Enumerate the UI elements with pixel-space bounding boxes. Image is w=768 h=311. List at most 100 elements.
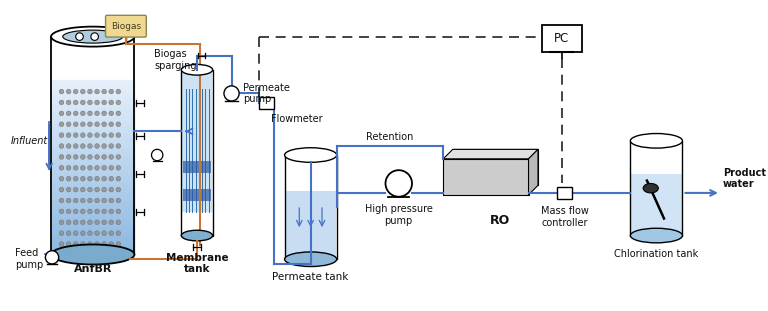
Circle shape: [74, 155, 78, 159]
Circle shape: [109, 187, 114, 192]
Circle shape: [102, 209, 107, 214]
Circle shape: [88, 187, 92, 192]
Circle shape: [102, 220, 107, 225]
Circle shape: [109, 100, 114, 105]
Polygon shape: [443, 149, 538, 159]
Circle shape: [66, 122, 71, 127]
Circle shape: [109, 133, 114, 137]
Polygon shape: [528, 149, 538, 195]
Text: Biogas
sparging: Biogas sparging: [154, 49, 197, 71]
Circle shape: [88, 100, 92, 105]
Circle shape: [59, 198, 64, 203]
Circle shape: [88, 144, 92, 148]
Text: Permeate
pump: Permeate pump: [243, 83, 290, 104]
Circle shape: [66, 198, 71, 203]
Ellipse shape: [51, 27, 134, 47]
Circle shape: [45, 251, 58, 264]
Circle shape: [151, 149, 163, 161]
Circle shape: [94, 242, 99, 246]
Circle shape: [116, 122, 121, 127]
Circle shape: [88, 165, 92, 170]
Circle shape: [94, 133, 99, 137]
Circle shape: [94, 209, 99, 214]
Circle shape: [94, 155, 99, 159]
Circle shape: [88, 111, 92, 116]
Circle shape: [88, 89, 92, 94]
Circle shape: [116, 220, 121, 225]
Circle shape: [74, 242, 78, 246]
Circle shape: [94, 187, 99, 192]
Circle shape: [116, 144, 121, 148]
Circle shape: [59, 231, 64, 235]
Circle shape: [66, 165, 71, 170]
Text: High pressure
pump: High pressure pump: [365, 204, 432, 226]
Text: Influent: Influent: [10, 136, 48, 146]
Circle shape: [109, 231, 114, 235]
Circle shape: [81, 209, 85, 214]
Circle shape: [88, 155, 92, 159]
Circle shape: [386, 170, 412, 197]
Circle shape: [109, 198, 114, 203]
FancyBboxPatch shape: [631, 141, 683, 235]
Circle shape: [66, 144, 71, 148]
FancyBboxPatch shape: [51, 37, 134, 254]
FancyBboxPatch shape: [181, 70, 213, 235]
Circle shape: [88, 122, 92, 127]
Ellipse shape: [285, 148, 336, 162]
Circle shape: [81, 220, 85, 225]
Circle shape: [102, 111, 107, 116]
Circle shape: [81, 89, 85, 94]
Circle shape: [94, 231, 99, 235]
Circle shape: [94, 89, 99, 94]
FancyBboxPatch shape: [453, 149, 538, 185]
Circle shape: [81, 144, 85, 148]
Circle shape: [116, 231, 121, 235]
FancyBboxPatch shape: [541, 25, 581, 52]
Circle shape: [74, 144, 78, 148]
FancyBboxPatch shape: [631, 174, 681, 234]
Circle shape: [59, 144, 64, 148]
Circle shape: [74, 209, 78, 214]
Ellipse shape: [181, 64, 213, 75]
Circle shape: [102, 122, 107, 127]
Circle shape: [116, 198, 121, 203]
Circle shape: [81, 122, 85, 127]
Ellipse shape: [285, 252, 336, 267]
Ellipse shape: [181, 230, 213, 241]
Circle shape: [66, 209, 71, 214]
Circle shape: [81, 242, 85, 246]
Circle shape: [59, 209, 64, 214]
Circle shape: [74, 176, 78, 181]
Circle shape: [116, 176, 121, 181]
Circle shape: [59, 242, 64, 246]
Circle shape: [102, 176, 107, 181]
Circle shape: [102, 187, 107, 192]
Circle shape: [102, 144, 107, 148]
FancyBboxPatch shape: [184, 189, 210, 201]
Circle shape: [116, 209, 121, 214]
Circle shape: [102, 198, 107, 203]
Circle shape: [66, 89, 71, 94]
Circle shape: [66, 220, 71, 225]
Circle shape: [81, 133, 85, 137]
Circle shape: [66, 133, 71, 137]
Circle shape: [76, 33, 83, 40]
Circle shape: [59, 220, 64, 225]
Circle shape: [74, 100, 78, 105]
Ellipse shape: [63, 30, 123, 43]
Text: RO: RO: [490, 214, 510, 227]
Circle shape: [66, 187, 71, 192]
Circle shape: [94, 165, 99, 170]
Circle shape: [59, 100, 64, 105]
Circle shape: [102, 242, 107, 246]
Circle shape: [94, 198, 99, 203]
FancyBboxPatch shape: [286, 192, 336, 257]
Circle shape: [66, 100, 71, 105]
Ellipse shape: [631, 228, 683, 243]
Circle shape: [109, 165, 114, 170]
Circle shape: [109, 155, 114, 159]
Circle shape: [102, 155, 107, 159]
Circle shape: [88, 133, 92, 137]
Circle shape: [59, 111, 64, 116]
Circle shape: [74, 220, 78, 225]
